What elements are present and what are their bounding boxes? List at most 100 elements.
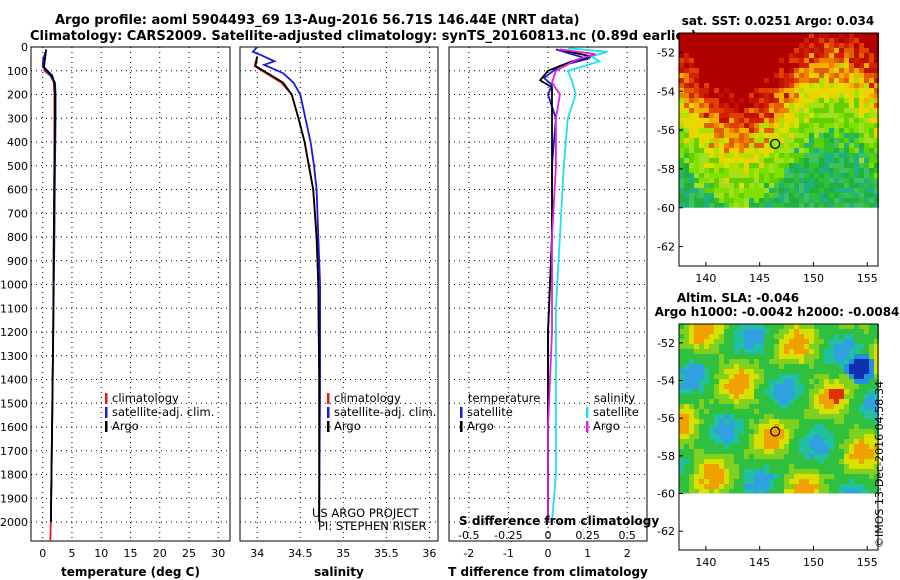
secondary-x-tick-label: 0.5	[618, 529, 636, 542]
x-tick-label: 1	[584, 547, 591, 560]
x-tick-label: 0	[545, 547, 552, 560]
sst-map-title: sat. SST: 0.0251 Argo: 0.034	[682, 14, 874, 28]
x-axis-label: T difference from climatology	[448, 565, 648, 579]
temperature-legend-label: Argo	[112, 419, 139, 433]
temperature-legend-label: climatology	[112, 391, 179, 405]
plot-title-line2: Climatology: CARS2009. Satellite-adjuste…	[30, 29, 697, 44]
series-line-argo	[254, 56, 321, 522]
secondary-x-tick-label: 0	[545, 529, 552, 542]
map-y-tick-label: -52	[657, 46, 675, 59]
diff-temperature-legend-marker	[460, 421, 463, 432]
secondary-x-tick-label: -0.5	[458, 529, 479, 542]
x-tick-label: 30	[211, 547, 225, 560]
map-y-tick-label: -60	[657, 488, 675, 501]
sst-map-profile-marker	[770, 138, 781, 149]
project-annotation: US ARGO PROJECT	[312, 506, 420, 520]
diff-temperature-legend-label: Argo	[467, 419, 494, 433]
diff-temperature-legend-marker	[460, 407, 463, 418]
map-y-tick-label: -62	[657, 525, 675, 538]
salinity-legend-label: satellite-adj. clim.	[334, 405, 436, 419]
map-x-tick-label: 140	[695, 556, 716, 569]
y-tick-label: 1000	[0, 279, 28, 292]
y-tick-label: 2000	[0, 516, 28, 529]
map-x-tick-label: 155	[857, 272, 878, 285]
panel-frame-salinity	[239, 46, 439, 542]
diff-salinity-legend-label: Argo	[593, 419, 620, 433]
panel-frame-temperature	[30, 46, 231, 542]
secondary-x-tick-label: -0.25	[494, 529, 522, 542]
x-tick-label: -1	[503, 547, 514, 560]
x-tick-label: 35	[336, 547, 350, 560]
y-tick-label: 600	[7, 184, 28, 197]
diff-salinity-legend-label: satellite	[593, 405, 639, 419]
map-y-tick-label: -54	[657, 85, 675, 98]
sla-map-frame	[678, 323, 879, 551]
diff-temperature-legend-label: satellite	[467, 405, 513, 419]
y-tick-label: 300	[7, 112, 28, 125]
sst-map-heatmap	[679, 33, 879, 208]
salinity-legend-title: salinity	[594, 391, 635, 405]
series-line-s-satellite	[551, 47, 608, 523]
map-x-tick-label: 140	[695, 272, 716, 285]
secondary-axis-label: S difference from climatology	[459, 514, 659, 528]
x-tick-label: 15	[124, 547, 138, 560]
y-tick-label: 500	[7, 160, 28, 173]
x-tick-label: 35.5	[374, 547, 399, 560]
temperature-legend-marker	[105, 421, 108, 432]
temperature-legend-title: temperature	[468, 391, 540, 405]
x-tick-label: 2	[624, 547, 631, 560]
y-tick-label: 1900	[0, 492, 28, 505]
pi-annotation: PI: STEPHEN RISER	[318, 519, 427, 533]
map-y-tick-label: -54	[657, 375, 675, 388]
y-tick-label: 1700	[0, 445, 28, 458]
x-tick-label: 0	[39, 547, 46, 560]
diff-salinity-legend-marker	[586, 421, 589, 432]
salinity-legend-marker	[327, 421, 330, 432]
y-tick-label: 800	[7, 231, 28, 244]
y-tick-label: 1600	[0, 421, 28, 434]
series-line-climatology	[253, 56, 321, 522]
x-tick-label: 10	[94, 547, 108, 560]
salinity-legend-label: Argo	[334, 419, 361, 433]
y-tick-label: 1200	[0, 326, 28, 339]
series-line-satellite-adj-clim-	[251, 46, 322, 511]
temperature-legend-marker	[105, 393, 108, 404]
salinity-legend-label: climatology	[334, 391, 401, 405]
map-x-tick-label: 145	[749, 272, 770, 285]
y-tick-label: 1800	[0, 469, 28, 482]
salinity-legend-marker	[327, 407, 330, 418]
salinity-legend-marker	[327, 393, 330, 404]
x-tick-label: 20	[153, 547, 167, 560]
x-tick-label: 34	[250, 547, 264, 560]
series-line-argo	[42, 49, 56, 523]
map-y-tick-label: -58	[657, 163, 675, 176]
x-tick-label: 34.5	[288, 547, 313, 560]
map-y-tick-label: -58	[657, 450, 675, 463]
series-line-s-argo	[547, 48, 596, 522]
x-axis-label: temperature (deg C)	[61, 565, 200, 579]
sla-map-title-line1: Altim. SLA: -0.046	[677, 291, 799, 305]
x-tick-label: 36	[422, 547, 436, 560]
map-y-tick-label: -62	[657, 241, 675, 254]
map-y-tick-label: -56	[657, 124, 675, 137]
x-tick-label: 25	[182, 547, 196, 560]
sla-map-profile-marker	[770, 426, 781, 437]
y-tick-label: 1500	[0, 397, 28, 410]
y-tick-label: 400	[7, 136, 28, 149]
imos-credit: ©IMOS 13-Dec-2016 04:58:34	[873, 381, 886, 548]
y-tick-label: 200	[7, 89, 28, 102]
y-tick-label: 1400	[0, 374, 28, 387]
y-tick-label: 100	[7, 65, 28, 78]
temperature-legend-marker	[105, 407, 108, 418]
map-x-tick-label: 145	[749, 556, 770, 569]
map-y-tick-label: -60	[657, 202, 675, 215]
y-tick-label: 0	[21, 41, 28, 54]
sla-map-title-line2: Argo h1000: -0.0042 h2000: -0.0084	[655, 305, 900, 319]
map-x-tick-label: 155	[857, 556, 878, 569]
sla-map-heatmap	[679, 324, 879, 494]
plot-title-line1: Argo profile: aoml 5904493_69 13-Aug-201…	[55, 13, 580, 28]
map-x-tick-label: 150	[803, 272, 824, 285]
x-axis-label: salinity	[314, 565, 364, 579]
map-y-tick-label: -56	[657, 412, 675, 425]
